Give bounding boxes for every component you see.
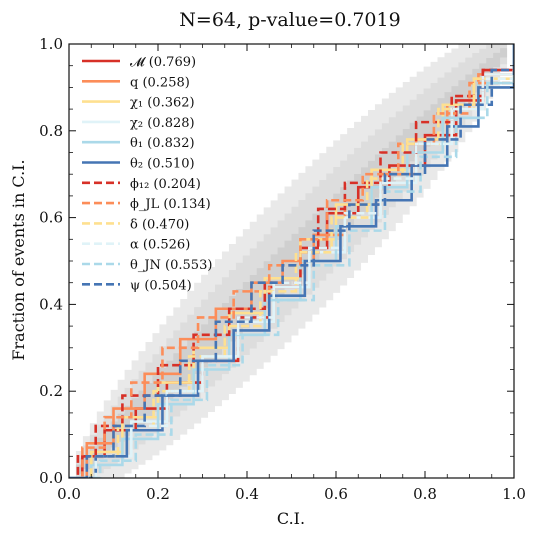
series-line-10 [69, 44, 514, 478]
x-tick-label: 0.0 [57, 485, 81, 503]
legend-label-4: θ₁ (0.832) [130, 136, 195, 151]
y-tick-label: 0.6 [39, 209, 63, 227]
x-tick-label: 0.2 [146, 485, 170, 503]
chart-title: N=64, p-value=0.7019 [179, 9, 400, 31]
series-line-3 [69, 44, 514, 478]
x-tick-label: 1.0 [502, 485, 526, 503]
y-tick-label: 0.0 [39, 469, 63, 487]
legend-label-2: χ₁ (0.362) [130, 96, 195, 111]
x-tick-label: 0.6 [324, 485, 348, 503]
y-tick-label: 0.8 [39, 122, 63, 140]
legend-label-10: θ_JN (0.553) [130, 258, 212, 273]
legend-label-1: q (0.258) [130, 75, 190, 90]
x-tick-label: 0.4 [235, 485, 259, 503]
y-tick-label: 0.4 [39, 295, 63, 313]
legend-label-9: α (0.526) [130, 238, 190, 253]
legend-label-0: 𝓜 (0.769) [130, 55, 196, 70]
legend-label-8: δ (0.470) [130, 217, 189, 232]
series-line-11 [69, 44, 514, 478]
y-axis-title: Fraction of events in C.I. [9, 159, 28, 360]
x-tick-label: 0.8 [413, 485, 437, 503]
y-tick-label: 1.0 [39, 35, 63, 53]
series-line-5 [69, 44, 514, 478]
legend-label-3: χ₂ (0.828) [130, 116, 195, 131]
legend-label-5: θ₂ (0.510) [130, 157, 195, 172]
x-axis-title: C.I. [277, 509, 305, 528]
legend-label-11: ψ (0.504) [130, 278, 192, 293]
y-tick-label: 0.2 [39, 382, 63, 400]
legend-label-6: ϕ₁₂ (0.204) [130, 177, 201, 192]
series-line-7 [69, 44, 514, 478]
legend-label-7: ϕ_JL (0.134) [130, 197, 211, 212]
plot-area: 0.0 0.2 0.4 0.6 0.8 1.0 0.0 0.2 0.4 0.6 0.8 1.0 𝓜 (0… [39, 35, 526, 503]
